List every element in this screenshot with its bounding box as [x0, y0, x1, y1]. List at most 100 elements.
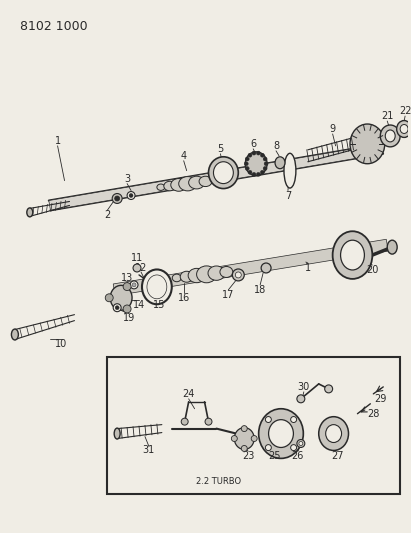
Text: 5: 5	[217, 144, 224, 154]
Ellipse shape	[275, 157, 285, 169]
Ellipse shape	[332, 231, 372, 279]
Ellipse shape	[172, 274, 181, 282]
Polygon shape	[49, 144, 383, 211]
Ellipse shape	[180, 271, 193, 282]
Ellipse shape	[385, 130, 395, 142]
Ellipse shape	[245, 152, 267, 176]
Circle shape	[261, 153, 264, 157]
Circle shape	[241, 446, 247, 451]
Circle shape	[129, 193, 133, 198]
Circle shape	[251, 435, 257, 441]
Circle shape	[113, 304, 121, 312]
Ellipse shape	[27, 208, 33, 217]
Circle shape	[261, 263, 271, 273]
Ellipse shape	[171, 179, 187, 191]
Ellipse shape	[213, 161, 233, 183]
Circle shape	[181, 418, 188, 425]
Circle shape	[115, 196, 120, 201]
Text: 7: 7	[285, 190, 291, 200]
Circle shape	[123, 305, 131, 313]
Text: 19: 19	[123, 313, 135, 322]
Circle shape	[205, 418, 212, 425]
Ellipse shape	[397, 120, 411, 138]
Circle shape	[297, 395, 305, 403]
Text: 30: 30	[298, 382, 310, 392]
Circle shape	[256, 151, 260, 155]
Ellipse shape	[164, 181, 176, 191]
Circle shape	[248, 170, 252, 174]
Text: 12: 12	[135, 263, 147, 273]
Text: 1: 1	[55, 136, 61, 146]
Ellipse shape	[326, 425, 342, 442]
Circle shape	[127, 191, 135, 199]
Ellipse shape	[341, 240, 365, 270]
Text: 8: 8	[273, 141, 279, 151]
Circle shape	[132, 283, 136, 287]
Text: 27: 27	[331, 451, 344, 462]
Text: 3: 3	[124, 174, 130, 184]
Circle shape	[263, 166, 267, 171]
Polygon shape	[113, 239, 388, 296]
Ellipse shape	[380, 125, 400, 147]
Text: 23: 23	[242, 451, 254, 462]
Ellipse shape	[220, 266, 233, 278]
Ellipse shape	[147, 275, 167, 299]
Circle shape	[291, 445, 297, 450]
Text: 28: 28	[367, 409, 379, 419]
Text: 22: 22	[399, 106, 411, 116]
Text: 20: 20	[366, 265, 379, 275]
Circle shape	[245, 157, 249, 161]
Circle shape	[248, 153, 252, 157]
Circle shape	[266, 445, 271, 450]
Ellipse shape	[114, 428, 120, 439]
Circle shape	[231, 435, 237, 441]
Circle shape	[263, 157, 267, 161]
Text: 2: 2	[104, 211, 111, 220]
Text: 4: 4	[180, 151, 187, 161]
Text: 13: 13	[121, 273, 133, 283]
Circle shape	[241, 426, 247, 432]
Circle shape	[325, 385, 332, 393]
Text: 15: 15	[152, 300, 165, 310]
Text: 1: 1	[305, 263, 311, 273]
Circle shape	[244, 161, 248, 166]
Text: 11: 11	[131, 253, 143, 263]
Circle shape	[297, 440, 305, 448]
Ellipse shape	[208, 266, 225, 280]
Ellipse shape	[196, 266, 217, 283]
Circle shape	[133, 264, 141, 272]
Ellipse shape	[234, 427, 254, 449]
Text: 21: 21	[381, 111, 393, 121]
Text: 2.2 TURBO: 2.2 TURBO	[196, 478, 241, 487]
Circle shape	[245, 166, 249, 171]
Circle shape	[236, 272, 241, 278]
Circle shape	[130, 281, 138, 289]
Text: 17: 17	[222, 290, 235, 300]
Ellipse shape	[179, 176, 196, 191]
Ellipse shape	[199, 176, 212, 187]
Circle shape	[266, 417, 271, 423]
Circle shape	[112, 193, 122, 204]
Ellipse shape	[12, 329, 18, 340]
Text: 8102 1000: 8102 1000	[20, 20, 88, 33]
Circle shape	[115, 306, 119, 310]
Ellipse shape	[189, 176, 205, 189]
Circle shape	[105, 294, 113, 302]
Ellipse shape	[259, 409, 303, 458]
Circle shape	[252, 172, 256, 176]
Circle shape	[256, 172, 260, 176]
Ellipse shape	[387, 240, 397, 254]
Text: 9: 9	[330, 124, 336, 134]
Ellipse shape	[319, 417, 349, 450]
Circle shape	[261, 170, 264, 174]
Circle shape	[252, 151, 256, 155]
Ellipse shape	[157, 184, 165, 190]
Bar	[107, 357, 400, 495]
Text: 24: 24	[182, 389, 195, 399]
Text: 16: 16	[178, 293, 190, 303]
Circle shape	[264, 161, 268, 166]
Circle shape	[291, 417, 297, 423]
Ellipse shape	[400, 125, 408, 133]
Text: 10: 10	[55, 340, 68, 350]
Text: 26: 26	[292, 451, 304, 462]
